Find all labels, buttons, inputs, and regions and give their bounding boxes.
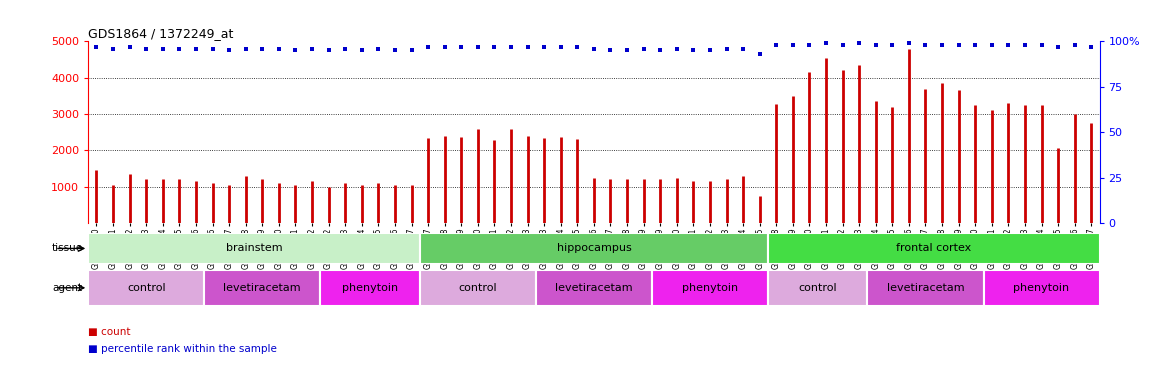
- Point: [236, 45, 255, 51]
- Text: control: control: [459, 283, 497, 293]
- Point: [203, 45, 222, 51]
- Point: [468, 44, 487, 50]
- Point: [916, 42, 935, 48]
- Text: phenytoin: phenytoin: [1014, 283, 1070, 293]
- Text: frontal cortex: frontal cortex: [896, 243, 971, 254]
- Bar: [983, 270, 1100, 306]
- Point: [302, 45, 321, 51]
- Point: [1016, 42, 1035, 48]
- Point: [568, 44, 587, 50]
- Bar: [320, 270, 420, 306]
- Point: [1082, 44, 1101, 50]
- Text: levetiracetam: levetiracetam: [887, 283, 964, 293]
- Point: [982, 42, 1001, 48]
- Text: levetiracetam: levetiracetam: [223, 283, 301, 293]
- Bar: [652, 270, 768, 306]
- Point: [1033, 42, 1051, 48]
- Point: [883, 42, 902, 48]
- Bar: [420, 232, 768, 264]
- Text: control: control: [799, 283, 837, 293]
- Text: phenytoin: phenytoin: [342, 283, 399, 293]
- Point: [816, 40, 835, 46]
- Point: [286, 47, 305, 53]
- Point: [171, 45, 189, 51]
- Bar: [536, 270, 652, 306]
- Point: [552, 44, 570, 50]
- Bar: [420, 270, 536, 306]
- Point: [701, 47, 720, 53]
- Point: [634, 45, 653, 51]
- Bar: [88, 270, 205, 306]
- Point: [120, 44, 139, 50]
- Point: [584, 45, 603, 51]
- Bar: [205, 270, 320, 306]
- Point: [369, 45, 388, 51]
- Point: [617, 47, 636, 53]
- Text: hippocampus: hippocampus: [556, 243, 632, 254]
- Point: [601, 47, 620, 53]
- Point: [1065, 42, 1084, 48]
- Text: ■ percentile rank within the sample: ■ percentile rank within the sample: [88, 344, 278, 354]
- Point: [833, 42, 851, 48]
- Text: ■ count: ■ count: [88, 327, 131, 337]
- Point: [998, 42, 1017, 48]
- Point: [535, 44, 554, 50]
- Point: [867, 42, 886, 48]
- Bar: [768, 270, 868, 306]
- Text: tissue: tissue: [52, 243, 82, 254]
- Point: [386, 47, 405, 53]
- Point: [800, 42, 818, 48]
- Point: [717, 45, 736, 51]
- Point: [419, 44, 437, 50]
- Point: [187, 45, 206, 51]
- Point: [933, 42, 951, 48]
- Point: [435, 44, 454, 50]
- Point: [519, 44, 537, 50]
- Point: [153, 45, 172, 51]
- Point: [667, 45, 686, 51]
- Point: [485, 44, 503, 50]
- Point: [319, 47, 338, 53]
- Point: [734, 45, 753, 51]
- Point: [269, 45, 288, 51]
- Text: control: control: [127, 283, 166, 293]
- Point: [87, 44, 106, 50]
- Text: phenytoin: phenytoin: [682, 283, 739, 293]
- Text: brainstem: brainstem: [226, 243, 282, 254]
- Point: [767, 42, 786, 48]
- Point: [965, 42, 984, 48]
- Point: [353, 47, 372, 53]
- Bar: [868, 270, 983, 306]
- Point: [402, 47, 421, 53]
- Bar: [88, 232, 420, 264]
- Text: GDS1864 / 1372249_at: GDS1864 / 1372249_at: [88, 27, 234, 40]
- Point: [750, 51, 769, 57]
- Point: [1049, 44, 1068, 50]
- Point: [136, 45, 155, 51]
- Point: [220, 47, 239, 53]
- Point: [103, 45, 122, 51]
- Text: agent: agent: [52, 283, 82, 293]
- Point: [684, 47, 703, 53]
- Point: [783, 42, 802, 48]
- Point: [502, 44, 521, 50]
- Bar: [768, 232, 1100, 264]
- Point: [650, 47, 669, 53]
- Point: [336, 45, 355, 51]
- Text: levetiracetam: levetiracetam: [555, 283, 633, 293]
- Point: [253, 45, 272, 51]
- Point: [850, 40, 869, 46]
- Point: [900, 40, 918, 46]
- Point: [949, 42, 968, 48]
- Point: [452, 44, 470, 50]
